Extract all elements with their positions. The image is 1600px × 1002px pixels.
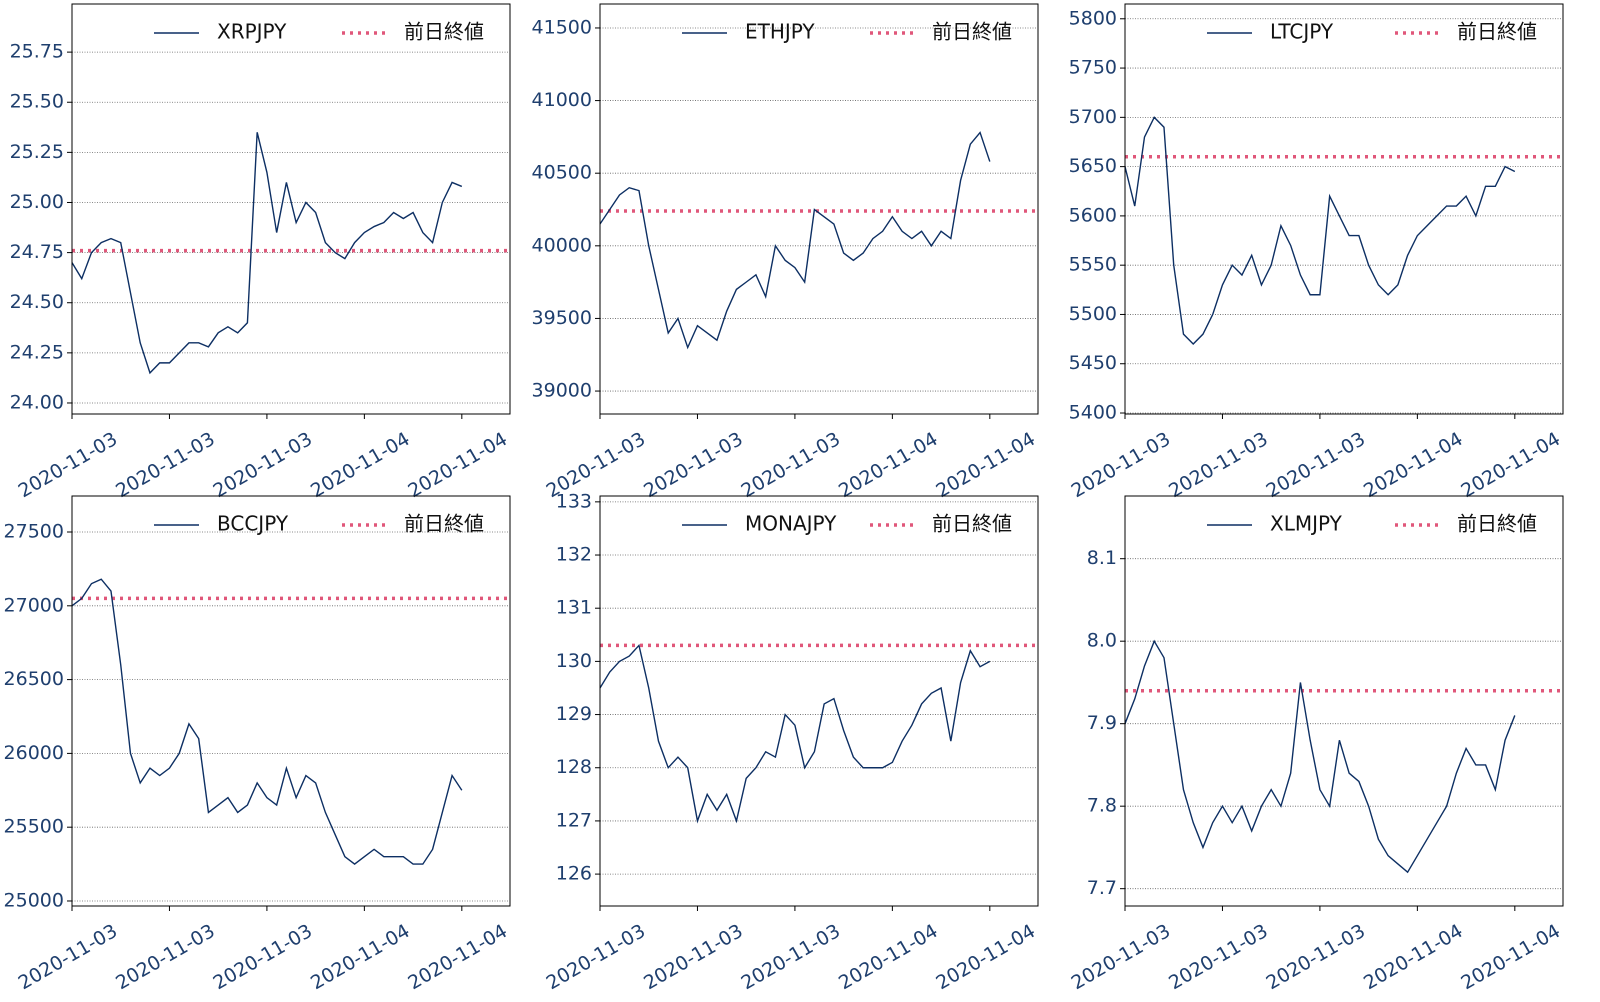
legend-label: 前日終値 [1457, 20, 1537, 44]
y-tick-label: 128 [556, 756, 592, 778]
x-tick-label: 2020-11-03 [640, 428, 747, 502]
y-tick-label: 25000 [4, 889, 64, 911]
x-tick-label: 2020-11-03 [15, 428, 122, 502]
x-tick-label: 2020-11-03 [738, 428, 845, 502]
price-line [71, 578, 463, 865]
y-tick-label: 26500 [4, 668, 64, 690]
y-tick-label: 131 [556, 597, 592, 619]
y-tick-label: 24.75 [10, 241, 64, 263]
plot-frame [1124, 495, 1564, 907]
y-tick-label: 5450 [1069, 352, 1117, 374]
y-tick-label: 27500 [4, 521, 64, 543]
price-line [599, 643, 991, 824]
legend-label: 前日終値 [932, 20, 1012, 44]
x-tick-label: 2020-11-04 [932, 428, 1039, 502]
legend-label: 前日終値 [404, 20, 484, 44]
legend-label: MONAJPY [745, 512, 837, 536]
x-tick-label: 2020-11-04 [404, 428, 511, 502]
x-tick-label: 2020-11-04 [1457, 920, 1564, 994]
x-tick-label: 2020-11-04 [307, 428, 414, 502]
legend-label: BCCJPY [217, 512, 289, 536]
x-tick-label: 2020-11-03 [1263, 428, 1370, 502]
y-tick-label: 7.9 [1087, 712, 1117, 734]
x-tick-label: 2020-11-04 [932, 920, 1039, 994]
x-tick-label: 2020-11-03 [1263, 920, 1370, 994]
y-tick-label: 40500 [532, 162, 592, 184]
y-tick-label: 25.25 [10, 141, 64, 163]
x-tick-label: 2020-11-04 [835, 920, 942, 994]
y-tick-label: 27000 [4, 594, 64, 616]
y-tick-label: 5700 [1069, 106, 1117, 128]
x-tick-label: 2020-11-03 [543, 920, 650, 994]
y-tick-label: 25.75 [10, 41, 64, 63]
y-tick-label: 5800 [1069, 7, 1117, 29]
y-tick-label: 24.00 [10, 391, 64, 413]
y-tick-label: 24.25 [10, 341, 64, 363]
y-tick-label: 41500 [532, 16, 592, 38]
plot-frame [1124, 3, 1564, 415]
x-tick-label: 2020-11-03 [210, 920, 317, 994]
x-tick-label: 2020-11-03 [15, 920, 122, 994]
legend-label: XLMJPY [1270, 512, 1343, 536]
y-tick-label: 5400 [1069, 402, 1117, 424]
plot-frame [599, 495, 1039, 907]
y-tick-label: 41000 [532, 89, 592, 111]
y-tick-label: 5650 [1069, 155, 1117, 177]
y-tick-label: 26000 [4, 742, 64, 764]
y-tick-label: 133 [556, 490, 592, 512]
price-line [599, 131, 991, 350]
legend-label: XRPJPY [217, 20, 287, 44]
y-tick-label: 7.7 [1087, 877, 1117, 899]
x-tick-label: 2020-11-03 [640, 920, 747, 994]
x-tick-label: 2020-11-03 [1068, 428, 1175, 502]
x-tick-label: 2020-11-04 [835, 428, 942, 502]
price-line [71, 132, 463, 375]
x-tick-label: 2020-11-04 [1360, 428, 1467, 502]
legend-label: 前日終値 [404, 512, 484, 536]
y-tick-label: 8.1 [1087, 547, 1117, 569]
price-line [1124, 116, 1516, 346]
y-tick-label: 5550 [1069, 254, 1117, 276]
x-tick-label: 2020-11-03 [1165, 428, 1272, 502]
x-tick-label: 2020-11-04 [1457, 428, 1564, 502]
y-tick-label: 25500 [4, 816, 64, 838]
price-line [1124, 639, 1516, 874]
x-tick-label: 2020-11-04 [307, 920, 414, 994]
x-tick-label: 2020-11-03 [112, 920, 219, 994]
y-tick-label: 39500 [532, 307, 592, 329]
plot-frame [599, 3, 1039, 415]
x-tick-label: 2020-11-04 [1360, 920, 1467, 994]
y-tick-label: 5600 [1069, 204, 1117, 226]
y-tick-label: 40000 [532, 234, 592, 256]
plot-frame [71, 3, 511, 415]
y-tick-label: 25.50 [10, 91, 64, 113]
plot-frame [71, 495, 511, 907]
y-tick-label: 7.8 [1087, 795, 1117, 817]
x-tick-label: 2020-11-03 [738, 920, 845, 994]
y-tick-label: 24.50 [10, 291, 64, 313]
y-tick-label: 5500 [1069, 303, 1117, 325]
x-tick-label: 2020-11-04 [404, 920, 511, 994]
y-tick-label: 130 [556, 650, 592, 672]
legend-label: ETHJPY [745, 20, 815, 44]
y-tick-label: 5750 [1069, 57, 1117, 79]
x-tick-label: 2020-11-03 [210, 428, 317, 502]
y-tick-label: 8.0 [1087, 630, 1117, 652]
x-tick-label: 2020-11-03 [112, 428, 219, 502]
x-tick-label: 2020-11-03 [1165, 920, 1272, 994]
legend-label: 前日終値 [932, 512, 1012, 536]
legend-label: 前日終値 [1457, 512, 1537, 536]
y-tick-label: 129 [556, 703, 592, 725]
y-tick-label: 127 [556, 809, 592, 831]
y-tick-label: 39000 [532, 380, 592, 402]
y-tick-label: 126 [556, 863, 592, 885]
legend-label: LTCJPY [1270, 20, 1334, 44]
y-tick-label: 25.00 [10, 191, 64, 213]
y-tick-label: 132 [556, 544, 592, 566]
x-tick-label: 2020-11-03 [1068, 920, 1175, 994]
